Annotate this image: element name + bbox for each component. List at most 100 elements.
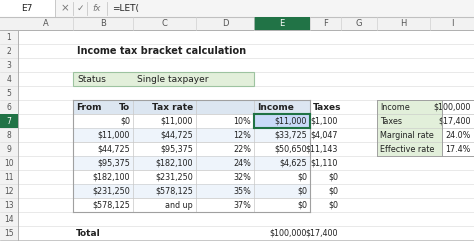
Text: $95,375: $95,375 xyxy=(160,145,193,154)
Text: $11,000: $11,000 xyxy=(98,130,130,139)
Text: 15: 15 xyxy=(4,228,14,238)
Text: E7: E7 xyxy=(21,4,33,13)
Text: Total: Total xyxy=(76,228,101,238)
Text: $578,125: $578,125 xyxy=(155,186,193,195)
Text: G: G xyxy=(356,19,362,28)
Bar xyxy=(0,114,18,128)
Text: $95,375: $95,375 xyxy=(97,158,130,167)
Text: $17,400: $17,400 xyxy=(438,117,471,125)
Text: $231,250: $231,250 xyxy=(92,186,130,195)
Bar xyxy=(73,184,310,198)
Text: $4,625: $4,625 xyxy=(279,158,307,167)
Text: H: H xyxy=(401,19,407,28)
Text: 32%: 32% xyxy=(233,173,251,182)
Text: From: From xyxy=(76,102,101,112)
Text: 12: 12 xyxy=(4,186,14,195)
Text: Status: Status xyxy=(77,74,106,84)
Bar xyxy=(377,128,442,142)
Text: and up: and up xyxy=(165,200,193,210)
Text: $0: $0 xyxy=(120,117,130,125)
Text: $578,125: $578,125 xyxy=(92,200,130,210)
Text: $100,000: $100,000 xyxy=(434,102,471,112)
Text: $0: $0 xyxy=(297,173,307,182)
Text: $1,100: $1,100 xyxy=(310,117,338,125)
Text: D: D xyxy=(222,19,228,28)
Text: $0: $0 xyxy=(297,200,307,210)
Bar xyxy=(377,142,442,156)
Text: 6: 6 xyxy=(7,102,11,112)
Text: $11,000: $11,000 xyxy=(274,117,307,125)
Bar xyxy=(0,17,474,30)
Text: 4: 4 xyxy=(7,74,11,84)
Text: 5: 5 xyxy=(7,89,11,97)
Text: $0: $0 xyxy=(328,186,338,195)
Bar xyxy=(73,72,254,86)
Bar xyxy=(73,100,310,114)
Text: Effective rate: Effective rate xyxy=(380,145,434,154)
Bar xyxy=(0,30,18,240)
Text: 35%: 35% xyxy=(233,186,251,195)
Text: 12%: 12% xyxy=(233,130,251,139)
Text: 14: 14 xyxy=(4,215,14,223)
Text: 17.4%: 17.4% xyxy=(446,145,471,154)
Text: Income: Income xyxy=(257,102,294,112)
Text: 3: 3 xyxy=(7,61,11,69)
Text: A: A xyxy=(43,19,48,28)
Text: 1: 1 xyxy=(7,32,11,41)
Text: Income tax bracket calculation: Income tax bracket calculation xyxy=(77,46,246,56)
Text: fx: fx xyxy=(93,4,101,13)
Text: Marginal rate: Marginal rate xyxy=(380,130,434,139)
Text: 24.0%: 24.0% xyxy=(446,130,471,139)
Text: $44,725: $44,725 xyxy=(97,145,130,154)
Text: $17,400: $17,400 xyxy=(306,228,338,238)
Bar xyxy=(73,128,310,142)
Text: $0: $0 xyxy=(328,200,338,210)
Text: 10: 10 xyxy=(4,158,14,167)
Text: 24%: 24% xyxy=(233,158,251,167)
Text: 9: 9 xyxy=(7,145,11,154)
Text: $33,725: $33,725 xyxy=(274,130,307,139)
Text: E: E xyxy=(279,19,284,28)
Text: $50,650: $50,650 xyxy=(274,145,307,154)
Text: ✓: ✓ xyxy=(76,4,84,13)
Text: 10%: 10% xyxy=(233,117,251,125)
Text: 37%: 37% xyxy=(233,200,251,210)
Text: $182,100: $182,100 xyxy=(92,173,130,182)
Text: $4,047: $4,047 xyxy=(310,130,338,139)
Text: $1,110: $1,110 xyxy=(310,158,338,167)
Text: 22%: 22% xyxy=(233,145,251,154)
Text: I: I xyxy=(451,19,453,28)
Bar xyxy=(0,0,55,17)
Text: $0: $0 xyxy=(297,186,307,195)
Text: 11: 11 xyxy=(4,173,14,182)
Text: ×: × xyxy=(61,3,69,13)
Text: B: B xyxy=(100,19,106,28)
Text: $44,725: $44,725 xyxy=(160,130,193,139)
Bar xyxy=(377,100,442,114)
Bar xyxy=(377,114,442,128)
Text: F: F xyxy=(323,19,328,28)
Text: 2: 2 xyxy=(7,47,11,56)
Text: Taxes: Taxes xyxy=(380,117,402,125)
Text: Single taxpayer: Single taxpayer xyxy=(137,74,209,84)
Bar xyxy=(254,17,310,30)
Bar xyxy=(73,72,254,86)
Text: =LET(: =LET( xyxy=(112,4,139,13)
Text: 7: 7 xyxy=(7,117,11,125)
Bar xyxy=(0,0,474,17)
Text: $182,100: $182,100 xyxy=(155,158,193,167)
Text: $11,000: $11,000 xyxy=(161,117,193,125)
Text: $11,143: $11,143 xyxy=(306,145,338,154)
Text: 13: 13 xyxy=(4,200,14,210)
Text: 8: 8 xyxy=(7,130,11,139)
Text: Taxes: Taxes xyxy=(313,102,341,112)
Text: $100,000: $100,000 xyxy=(270,228,307,238)
Text: C: C xyxy=(162,19,167,28)
Text: Income: Income xyxy=(380,102,410,112)
Text: $0: $0 xyxy=(328,173,338,182)
Bar xyxy=(73,156,310,170)
Text: Tax rate: Tax rate xyxy=(152,102,193,112)
Text: To: To xyxy=(119,102,130,112)
Bar xyxy=(254,114,310,128)
Text: $231,250: $231,250 xyxy=(155,173,193,182)
